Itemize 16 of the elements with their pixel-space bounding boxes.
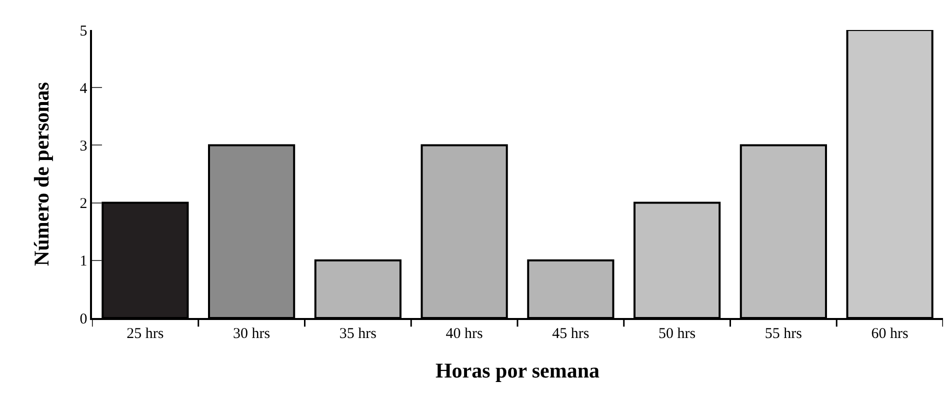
x-tick-label: 30 hrs	[233, 326, 270, 342]
y-tick-label: 3	[80, 138, 88, 154]
y-tick-label: 0	[80, 311, 88, 328]
x-tick-label: 60 hrs	[871, 326, 909, 342]
y-tick-label: 1	[80, 254, 88, 270]
x-tick-label: 55 hrs	[764, 326, 802, 342]
x-axis-title: Horas por semana	[435, 358, 600, 382]
y-tick-label: 5	[80, 23, 88, 40]
x-tick-label: 25 hrs	[126, 326, 164, 342]
x-tick-label: 45 hrs	[552, 326, 590, 342]
y-tick-label: 2	[80, 196, 88, 212]
y-tick-label: 4	[80, 80, 88, 97]
x-tick-label: 50 hrs	[658, 326, 696, 342]
y-axis-title: Número de personas	[29, 82, 54, 266]
x-tick-label: 40 hrs	[446, 326, 484, 342]
x-tick-label: 35 hrs	[339, 326, 377, 342]
